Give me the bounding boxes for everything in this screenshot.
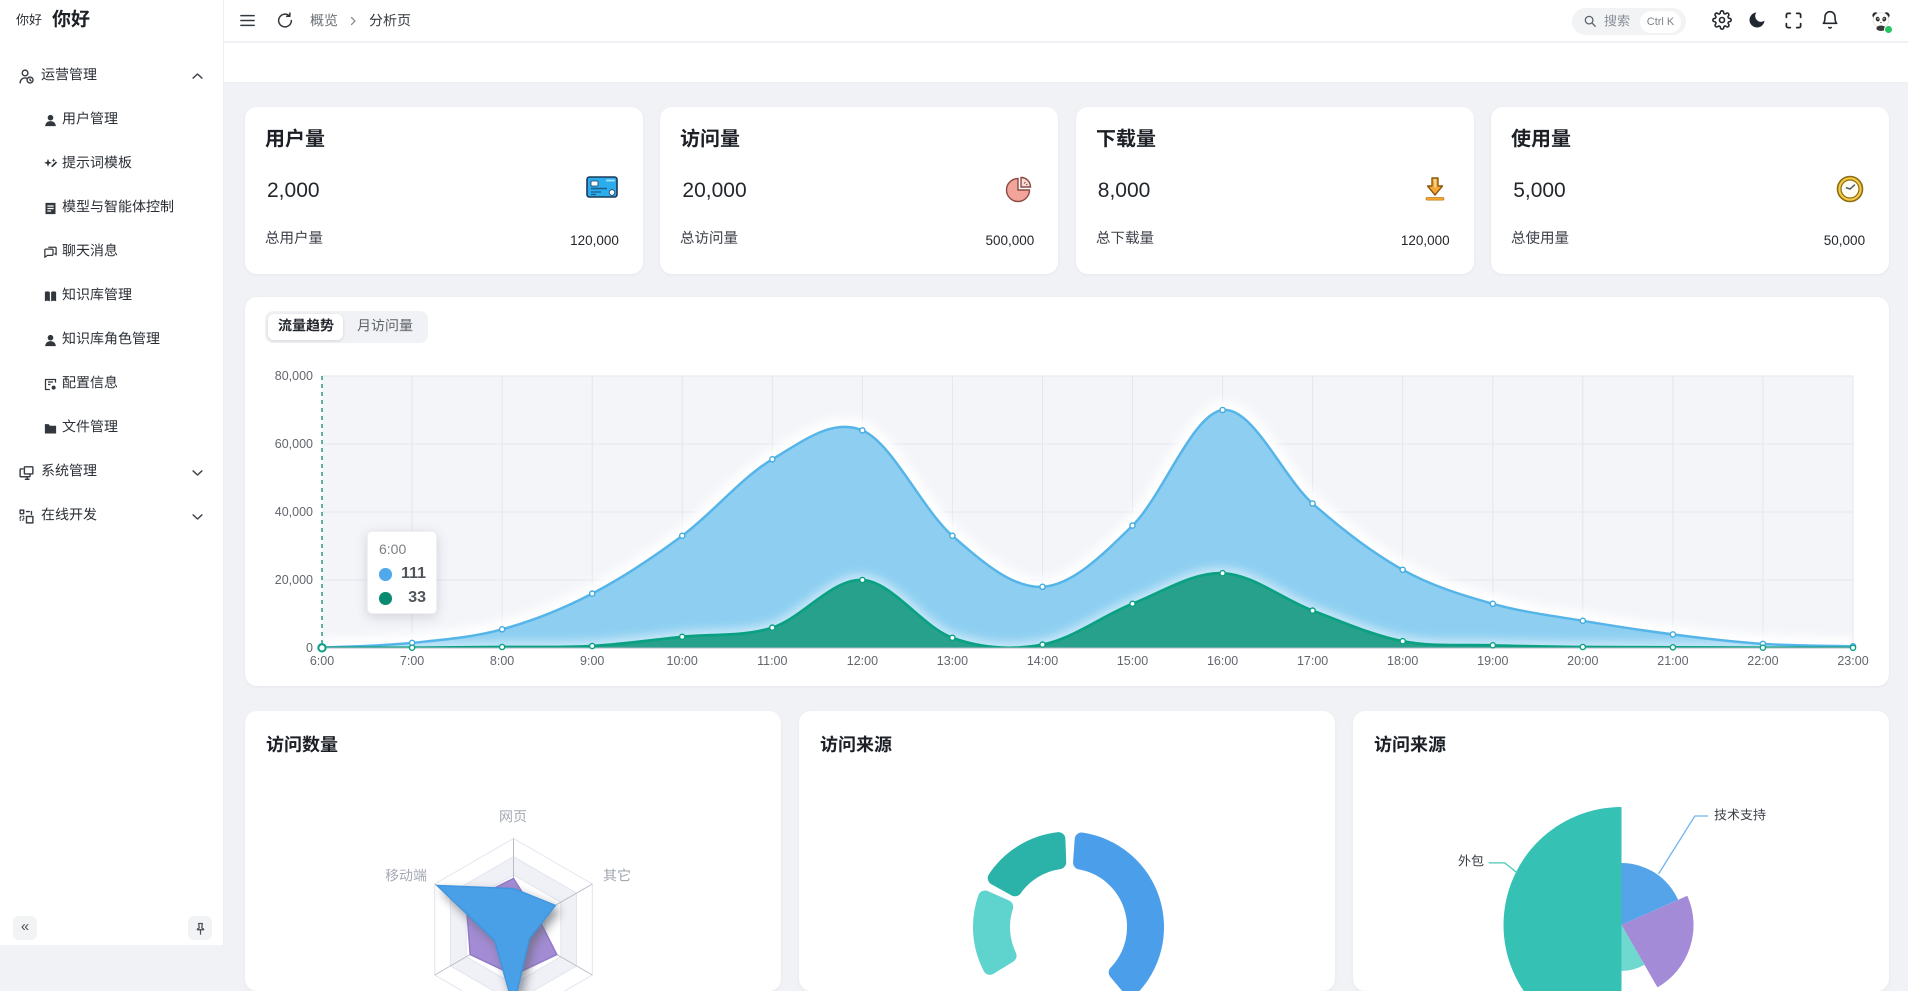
svg-text:16:00: 16:00 bbox=[1207, 654, 1238, 668]
svg-text:21:00: 21:00 bbox=[1657, 654, 1688, 668]
svg-text:20,000: 20,000 bbox=[275, 573, 313, 587]
svg-text:10:00: 10:00 bbox=[667, 654, 698, 668]
svg-text:22:00: 22:00 bbox=[1747, 654, 1778, 668]
svg-text:12:00: 12:00 bbox=[847, 654, 878, 668]
svg-text:6:00: 6:00 bbox=[310, 654, 334, 668]
svg-text:11:00: 11:00 bbox=[757, 654, 787, 668]
svg-text:14:00: 14:00 bbox=[1027, 654, 1058, 668]
svg-text:40,000: 40,000 bbox=[275, 505, 313, 519]
svg-text:8:00: 8:00 bbox=[490, 654, 514, 668]
svg-text:9:00: 9:00 bbox=[580, 654, 604, 668]
svg-text:15:00: 15:00 bbox=[1117, 654, 1148, 668]
svg-text:60,000: 60,000 bbox=[275, 437, 313, 451]
svg-text:80,000: 80,000 bbox=[275, 369, 313, 383]
svg-text:20:00: 20:00 bbox=[1567, 654, 1598, 668]
svg-text:19:00: 19:00 bbox=[1477, 654, 1508, 668]
svg-text:7:00: 7:00 bbox=[400, 654, 424, 668]
svg-text:23:00: 23:00 bbox=[1837, 654, 1868, 668]
svg-text:0: 0 bbox=[306, 641, 313, 655]
svg-text:13:00: 13:00 bbox=[937, 654, 968, 668]
svg-text:18:00: 18:00 bbox=[1387, 654, 1418, 668]
svg-text:17:00: 17:00 bbox=[1297, 654, 1328, 668]
